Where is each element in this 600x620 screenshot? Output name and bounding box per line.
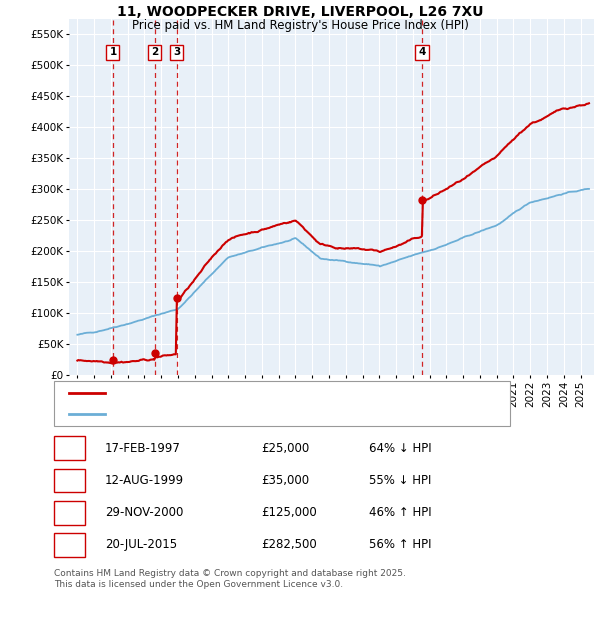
Text: 2: 2 [65, 474, 74, 487]
Text: 12-AUG-1999: 12-AUG-1999 [105, 474, 184, 487]
Text: 17-FEB-1997: 17-FEB-1997 [105, 442, 181, 454]
Text: £282,500: £282,500 [261, 539, 317, 551]
Text: Contains HM Land Registry data © Crown copyright and database right 2025.: Contains HM Land Registry data © Crown c… [54, 569, 406, 578]
Text: 56% ↑ HPI: 56% ↑ HPI [369, 539, 431, 551]
Text: This data is licensed under the Open Government Licence v3.0.: This data is licensed under the Open Gov… [54, 580, 343, 589]
Text: 20-JUL-2015: 20-JUL-2015 [105, 539, 177, 551]
Text: 11, WOODPECKER DRIVE, LIVERPOOL, L26 7XU: 11, WOODPECKER DRIVE, LIVERPOOL, L26 7XU [117, 5, 483, 19]
Text: 46% ↑ HPI: 46% ↑ HPI [369, 507, 431, 519]
Text: 55% ↓ HPI: 55% ↓ HPI [369, 474, 431, 487]
Text: 1: 1 [109, 48, 116, 58]
Text: £35,000: £35,000 [261, 474, 309, 487]
Text: 29-NOV-2000: 29-NOV-2000 [105, 507, 184, 519]
Text: 11, WOODPECKER DRIVE, LIVERPOOL, L26 7XU (detached house): 11, WOODPECKER DRIVE, LIVERPOOL, L26 7XU… [112, 388, 452, 399]
Text: 4: 4 [65, 539, 74, 551]
Text: HPI: Average price, detached house, Knowsley: HPI: Average price, detached house, Know… [112, 409, 355, 419]
Text: 3: 3 [173, 48, 180, 58]
Text: 64% ↓ HPI: 64% ↓ HPI [369, 442, 431, 454]
Text: £125,000: £125,000 [261, 507, 317, 519]
Text: 3: 3 [65, 507, 74, 519]
Text: £25,000: £25,000 [261, 442, 309, 454]
Text: 1: 1 [65, 442, 74, 454]
Text: Price paid vs. HM Land Registry's House Price Index (HPI): Price paid vs. HM Land Registry's House … [131, 19, 469, 32]
Text: 4: 4 [418, 48, 426, 58]
Text: 2: 2 [151, 48, 158, 58]
